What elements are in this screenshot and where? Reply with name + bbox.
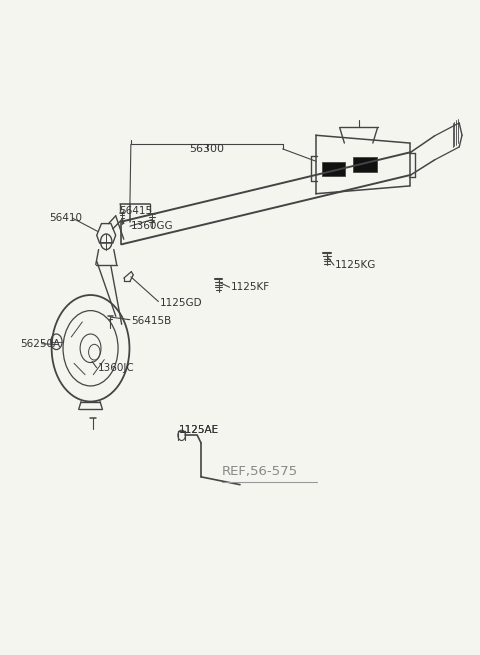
Text: REF,56-575: REF,56-575 [222, 465, 298, 478]
Text: 1360JC: 1360JC [97, 363, 134, 373]
Bar [353, 157, 377, 172]
Text: 56415B: 56415B [131, 316, 171, 326]
Text: 1125AE: 1125AE [179, 425, 218, 435]
Bar [322, 162, 345, 176]
Text: 1125AE: 1125AE [179, 425, 218, 435]
Text: 56410: 56410 [49, 214, 82, 223]
Text: 1125KF: 1125KF [230, 282, 270, 292]
Text: 1125KG: 1125KG [335, 260, 376, 270]
Text: 56415: 56415 [119, 206, 152, 215]
Text: 1125GD: 1125GD [159, 298, 202, 308]
Text: 56250A: 56250A [20, 339, 60, 348]
Text: 56300: 56300 [189, 144, 224, 154]
Text: 1360GG: 1360GG [131, 221, 173, 231]
